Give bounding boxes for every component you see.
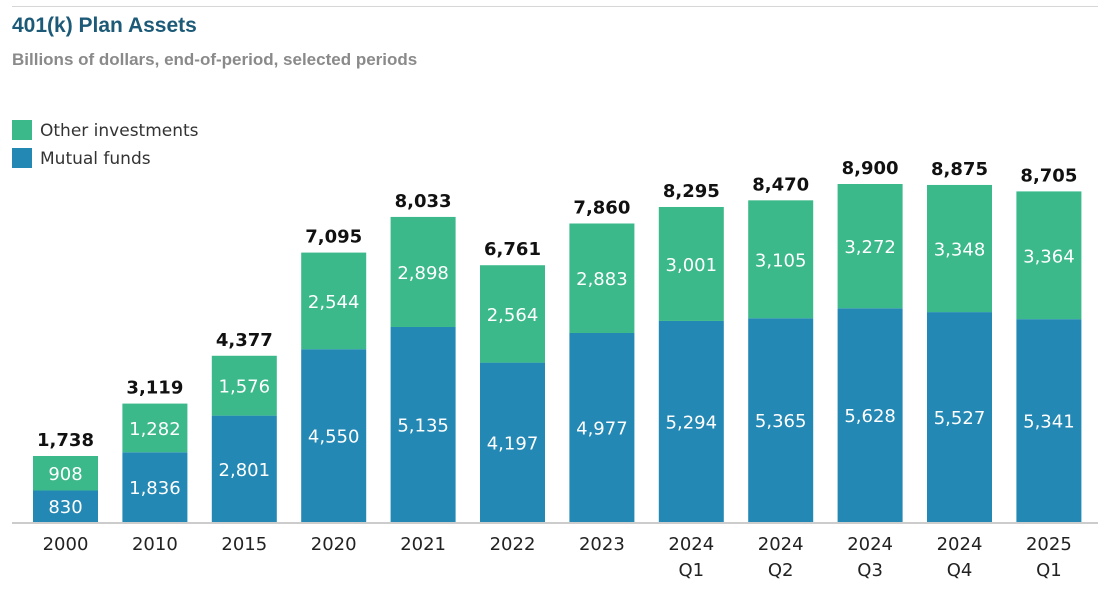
data-label-mutual-funds: 5,341: [1023, 412, 1075, 433]
data-label-mutual-funds: 5,135: [397, 415, 449, 436]
x-tick-label: 2024: [847, 534, 893, 555]
data-label-other-investments: 2,883: [576, 269, 628, 290]
data-label-total: 4,377: [216, 330, 273, 351]
bar-mutual-funds: [927, 312, 992, 522]
legend-swatch-mutual-funds: [12, 148, 32, 168]
bars: [33, 184, 1082, 522]
data-label-total: 8,033: [395, 191, 452, 212]
x-tick-label: Q1: [1036, 560, 1062, 581]
data-label-other-investments: 3,105: [755, 250, 807, 271]
data-label-total: 7,095: [305, 227, 362, 248]
bar-mutual-funds: [301, 349, 367, 522]
data-label-other-investments: 3,272: [844, 237, 896, 258]
bar-other-investments: [658, 206, 724, 321]
legend-label-mutual-funds: Mutual funds: [40, 149, 151, 169]
bar-other-investments: [1016, 191, 1082, 320]
x-tick-label: Q4: [947, 560, 973, 581]
data-label-other-investments: 3,348: [934, 240, 986, 261]
bar-mutual-funds: [390, 326, 456, 522]
data-label-mutual-funds: 5,527: [934, 408, 986, 429]
data-label-total: 7,860: [573, 197, 630, 218]
x-tick-labels: 2000 2010 2015 2020 2021 2022 2023 2024 Q1 2024 Q2…: [43, 534, 1072, 581]
data-label-other-investments: 2,898: [397, 263, 449, 284]
bar-mutual-funds: [122, 452, 188, 522]
legend: Other investments Mutual funds: [12, 120, 199, 169]
x-tick-label: 2022: [490, 534, 536, 555]
bar-other-investments: [390, 216, 456, 327]
bar-mutual-funds: [480, 362, 545, 522]
data-label-mutual-funds: 5,365: [755, 411, 807, 432]
x-tick-label: Q2: [768, 560, 794, 581]
x-tick-label: Q3: [857, 560, 883, 581]
x-tick-label: 2015: [221, 534, 267, 555]
bar-other-investments: [927, 184, 992, 313]
legend-label-other-investments: Other investments: [40, 121, 199, 141]
x-tick-label: 2024: [668, 534, 714, 555]
data-label-other-investments: 2,564: [487, 305, 539, 326]
bar-other-investments: [211, 355, 277, 416]
data-label-total: 1,738: [37, 430, 94, 451]
data-label-mutual-funds: 2,801: [219, 460, 271, 481]
data-label-mutual-funds: 4,977: [576, 418, 628, 439]
chart-subtitle: Billions of dollars, end-of-period, sele…: [12, 50, 418, 69]
x-tick-label: 2024: [937, 534, 983, 555]
data-label-other-investments: 3,364: [1023, 246, 1075, 267]
x-tick-label: 2020: [311, 534, 357, 555]
data-label-other-investments: 908: [48, 464, 82, 485]
x-tick-label: 2010: [132, 534, 178, 555]
data-label-total: 8,705: [1020, 165, 1077, 186]
x-tick-label: 2000: [43, 534, 89, 555]
data-label-mutual-funds: 4,197: [487, 433, 539, 454]
data-label-other-investments: 1,576: [219, 377, 271, 398]
data-label-other-investments: 3,001: [666, 255, 718, 276]
bar-other-investments: [569, 223, 635, 333]
top-divider: [12, 6, 1098, 7]
x-tick-label: 2023: [579, 534, 625, 555]
chart-title: 401(k) Plan Assets: [12, 14, 197, 37]
bar-mutual-funds: [658, 320, 724, 522]
x-tick-label: 2025: [1026, 534, 1072, 555]
bar-other-investments: [33, 455, 98, 491]
data-label-other-investments: 1,282: [129, 419, 181, 440]
data-label-mutual-funds: 5,628: [844, 406, 896, 427]
data-label-total: 8,295: [663, 181, 720, 202]
data-label-total: 8,900: [842, 158, 899, 179]
bar-mutual-funds: [748, 318, 814, 522]
x-tick-label: Q1: [678, 560, 704, 581]
bar-mutual-funds: [837, 308, 903, 522]
data-label-mutual-funds: 1,836: [129, 478, 181, 499]
bar-mutual-funds: [1016, 319, 1082, 522]
data-label-total: 3,119: [126, 378, 183, 399]
data-label-total: 8,470: [752, 174, 809, 195]
data-label-other-investments: 2,544: [308, 292, 360, 313]
bar-other-investments: [748, 200, 814, 319]
data-label-mutual-funds: 4,550: [308, 427, 360, 448]
data-labels: 830 908 1,738 1,836 1,282 3,119 2,801 1,576 4,37…: [37, 158, 1077, 518]
bar-other-investments: [122, 403, 188, 453]
bar-other-investments: [480, 265, 545, 363]
bar-other-investments: [301, 252, 367, 350]
bar-other-investments: [837, 184, 903, 309]
bar-mutual-funds: [569, 332, 635, 522]
bar-mutual-funds: [211, 415, 277, 522]
data-label-total: 6,761: [484, 239, 541, 260]
data-label-total: 8,875: [931, 159, 988, 180]
legend-swatch-other-investments: [12, 120, 32, 140]
data-label-mutual-funds: 830: [48, 497, 82, 518]
x-tick-label: 2024: [758, 534, 804, 555]
bar-mutual-funds: [33, 490, 98, 522]
data-label-mutual-funds: 5,294: [666, 412, 718, 433]
x-tick-label: 2021: [400, 534, 446, 555]
